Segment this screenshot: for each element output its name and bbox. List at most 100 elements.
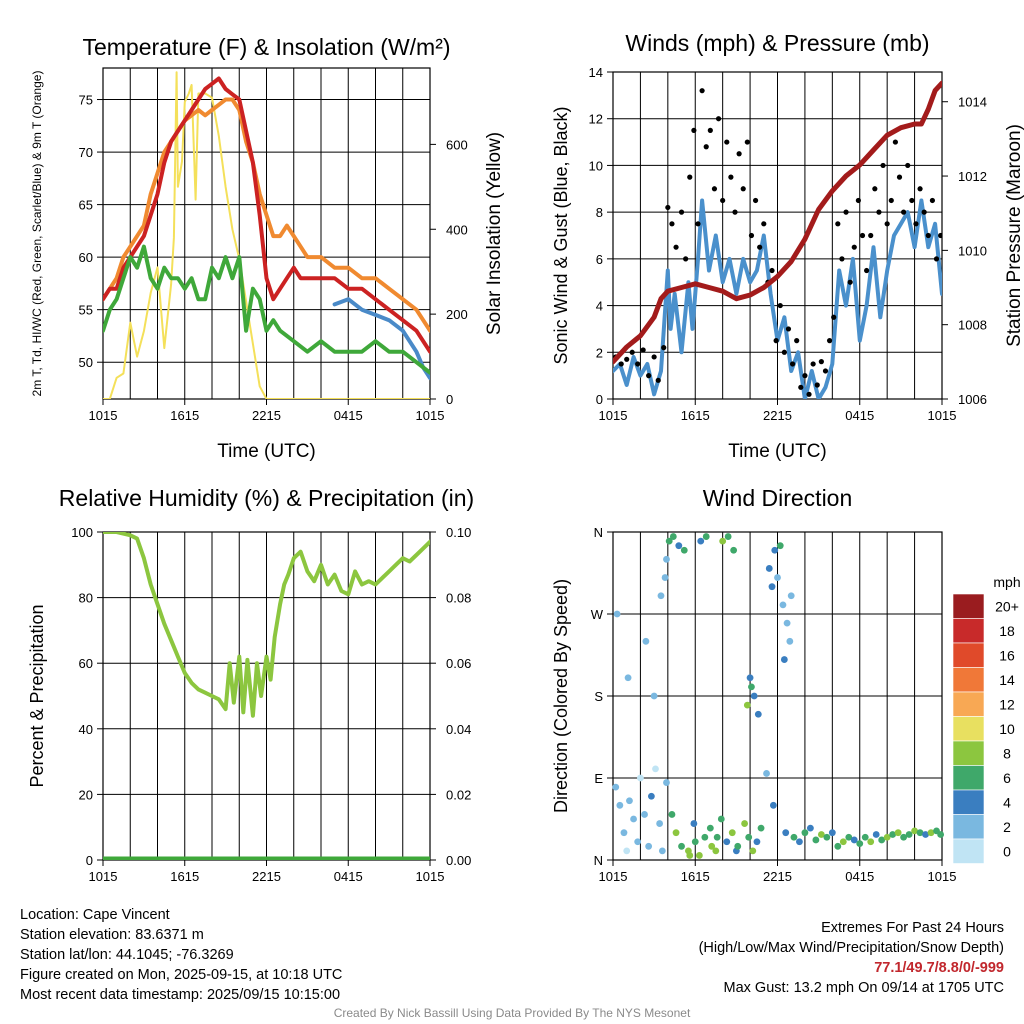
wind-direction-point (807, 824, 814, 832)
wind-direction-point (780, 656, 788, 663)
y-tick-label-right: 1014 (958, 95, 987, 110)
wind-direction-point (717, 815, 725, 823)
y-tick-label-right: 0.08 (446, 591, 471, 606)
colorbar-swatch (952, 740, 985, 766)
wind-direction-point (790, 833, 798, 841)
x-tick-label: 0415 (334, 869, 363, 884)
wind-direction-point (782, 829, 790, 837)
wind-direction-point (763, 770, 770, 777)
x-tick-label: 1015 (89, 408, 118, 423)
wind-direction-point (845, 833, 853, 841)
y-tick-label: 50 (79, 355, 93, 370)
gust-point (624, 356, 630, 362)
gust-point (822, 368, 829, 374)
wind-direction-point (645, 842, 653, 850)
wind-direction-point (872, 831, 880, 838)
wind-direction-point (690, 820, 698, 827)
gust-point (843, 209, 849, 215)
wind-direction-point (828, 829, 836, 837)
y-tick-label-right: 600 (446, 137, 468, 152)
y-tick-label: 12 (589, 112, 603, 127)
y-axis-label: Sonic Wind & Gust (Blue, Black) (551, 106, 571, 364)
colorbar-swatch (952, 667, 985, 693)
gust-point (802, 373, 808, 379)
y-tick-label: 80 (79, 591, 93, 606)
wind-direction-point (668, 811, 676, 818)
x-tick-label: 2215 (252, 869, 281, 884)
x-tick-label: 1015 (416, 869, 445, 884)
wind-direction-point (850, 836, 858, 844)
wind-direction-point (642, 637, 650, 645)
wind-direction-point (927, 829, 935, 837)
wind-direction-point (665, 537, 673, 545)
y-tick-label: 4 (596, 299, 603, 314)
y-tick-label: 55 (79, 303, 93, 318)
y-tick-label-right: 1012 (958, 169, 987, 184)
wind-direction-point (769, 801, 777, 809)
y-tick-label: 14 (589, 65, 603, 80)
y-axis-label-right: Solar Insolation (Yellow) (484, 132, 505, 335)
gust-point (703, 144, 709, 150)
gust-point (769, 267, 775, 274)
y-tick-label: N (594, 525, 603, 540)
y-tick-label-right: 0.06 (446, 656, 471, 671)
gust-point (913, 221, 919, 227)
wind-direction-point (658, 847, 666, 855)
gust-point (785, 326, 792, 332)
colorbar-label: 8 (1003, 745, 1011, 761)
station-latlon: Station lat/lon: 44.1045; -76.3269 (20, 947, 234, 963)
wind-direction-point (626, 797, 633, 805)
gust-point (921, 209, 927, 215)
wind-direction-point (647, 792, 655, 800)
series-line-t2m (103, 76, 430, 354)
x-tick-label: 1615 (170, 869, 199, 884)
gust-point (673, 244, 679, 250)
extremes-legend: (High/Low/Max Wind/Precipitation/Snow De… (698, 940, 1004, 956)
gust-point (618, 361, 624, 367)
x-axis-label: Time (UTC) (217, 441, 316, 462)
gust-point (859, 232, 866, 239)
gust-point (691, 127, 697, 133)
x-tick-label: 1015 (599, 869, 628, 884)
wind-direction-point (741, 820, 748, 827)
x-tick-label: 1015 (928, 869, 957, 884)
wind-direction-point (786, 637, 794, 645)
y-axis-label: 2m T, Td, HI/WC (Red, Green, Scarlet/Blu… (30, 71, 44, 397)
series-line-solar (103, 71, 430, 399)
wind-direction-point (691, 838, 699, 846)
panel-title: Relative Humidity (%) & Precipitation (i… (59, 485, 474, 511)
wind-direction-point (678, 842, 685, 850)
panel-title: Wind Direction (703, 485, 853, 511)
wind-direction-point (701, 833, 709, 841)
wind-direction-point (746, 674, 754, 682)
wind-direction-point (661, 574, 669, 581)
wind-direction-point (728, 829, 736, 837)
x-tick-label: 1615 (681, 869, 710, 884)
y-tick-label: 8 (596, 205, 603, 220)
gust-point (864, 267, 870, 274)
y-tick-label: 60 (79, 656, 93, 671)
wind-direction-point (712, 847, 720, 855)
wind-direction-point (796, 838, 803, 846)
colorbar-unit: mph (993, 574, 1020, 590)
wind-direction-point (783, 619, 791, 627)
wind-direction-point (894, 829, 902, 837)
gust-point (794, 338, 800, 344)
wind-direction-point (620, 829, 628, 837)
wind-direction-point (889, 831, 897, 838)
gust-point (905, 162, 911, 169)
wind-direction-point (695, 852, 703, 859)
colorbar-swatch (952, 716, 985, 742)
gust-point (640, 347, 646, 353)
x-tick-label: 2215 (763, 408, 792, 423)
gust-point (728, 174, 734, 180)
colorbar-label: 0 (1003, 843, 1011, 859)
series-line-rh (103, 532, 430, 718)
colorbar-label: 20+ (995, 598, 1019, 614)
colorbar-label: 14 (999, 672, 1015, 688)
y-tick-label-right: 0.00 (446, 853, 471, 868)
gust-point (884, 221, 890, 227)
x-tick-label: 2215 (763, 869, 792, 884)
gust-point (789, 361, 796, 367)
y-tick-label: 0 (86, 853, 93, 868)
